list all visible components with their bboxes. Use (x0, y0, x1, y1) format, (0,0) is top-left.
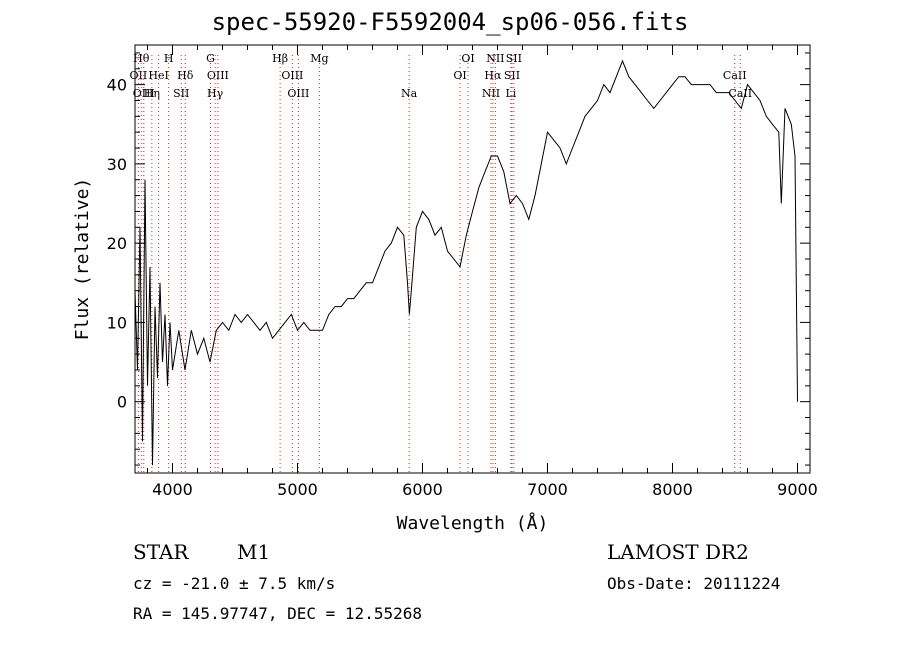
line-marker-label: OIII (207, 69, 229, 82)
line-marker-label: Hδ (177, 69, 194, 82)
x-tick-label: 7000 (527, 480, 568, 499)
line-marker-label: OIII (287, 87, 309, 100)
object-subclass: M1 (237, 540, 271, 564)
line-marker-label: H (164, 52, 174, 65)
line-marker-label: Hβ (272, 52, 288, 65)
ra-dec-coordinates: RA = 145.97747, DEC = 12.55268 (133, 604, 422, 623)
line-marker-label: Hα (484, 69, 502, 82)
line-marker-label: Na (401, 87, 418, 100)
x-tick-label: 8000 (652, 480, 693, 499)
line-marker-label: Mg (310, 52, 328, 65)
line-marker-label: SII (506, 52, 522, 65)
line-marker-label: OI (453, 69, 466, 82)
y-tick-label: 20 (107, 234, 127, 253)
x-tick-label: 4000 (152, 480, 193, 499)
x-axis-label: Wavelength (Å) (397, 512, 549, 534)
line-marker-label: G (206, 52, 215, 65)
survey-name: LAMOST DR2 (607, 540, 749, 564)
line-marker-label: OIII (133, 87, 155, 100)
line-marker-label: SII (504, 69, 520, 82)
x-tick-label: 6000 (402, 480, 443, 499)
y-axis-label: Flux (relative) (72, 178, 93, 341)
line-marker-label: HeI (148, 69, 168, 82)
line-marker-label: Hθ (133, 52, 150, 65)
line-marker-label: CaII (723, 69, 747, 82)
line-marker-label: OI (461, 52, 474, 65)
line-marker-label: Hγ (207, 87, 224, 100)
line-marker-label: Li (505, 87, 516, 100)
line-marker-label: NII (486, 52, 504, 65)
line-marker-label: OII (130, 69, 148, 82)
plot-frame (134, 44, 811, 474)
line-marker-label: Hη (144, 87, 160, 100)
object-class: STAR (133, 540, 189, 564)
line-marker-label: SII (173, 87, 189, 100)
line-marker-label: NII (482, 87, 500, 100)
line-marker-label: CaII (728, 87, 752, 100)
y-tick-label: 10 (107, 313, 127, 332)
y-tick-label: 40 (107, 76, 127, 95)
x-tick-label: 9000 (777, 480, 818, 499)
redshift-cz: cz = -21.0 ± 7.5 km/s (133, 574, 336, 593)
line-marker-label: OIII (281, 69, 303, 82)
y-tick-label: 30 (107, 155, 127, 174)
observation-date: Obs-Date: 20111224 (607, 574, 781, 593)
spectrum-line (134, 59, 798, 466)
chart-title: spec-55920-F5592004_sp06-056.fits (211, 8, 689, 36)
y-tick-label: 0 (117, 393, 127, 412)
x-tick-label: 5000 (277, 480, 318, 499)
